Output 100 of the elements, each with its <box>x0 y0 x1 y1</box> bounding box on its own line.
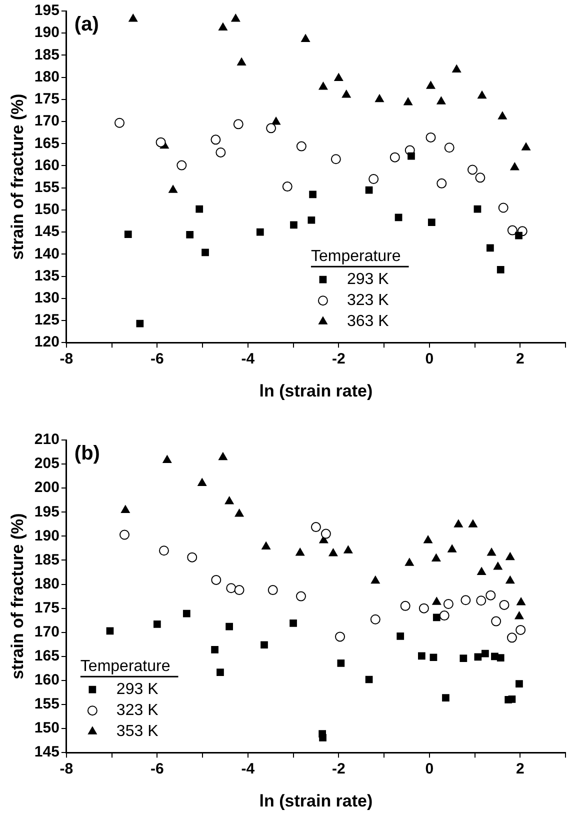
y-tick-label: 120 <box>34 334 60 351</box>
point <box>266 123 276 134</box>
point <box>510 162 520 170</box>
point <box>368 174 379 184</box>
x-tick-label: 2 <box>516 350 524 368</box>
point <box>231 14 240 22</box>
point <box>467 164 478 175</box>
point <box>198 478 206 486</box>
point <box>494 562 502 570</box>
legend-label: 363 K <box>346 313 390 330</box>
y-tick-label: 140 <box>34 245 60 262</box>
point <box>153 620 161 628</box>
point <box>478 90 486 99</box>
point <box>211 646 218 654</box>
y-tick-label: 135 <box>34 267 60 284</box>
point <box>218 452 228 460</box>
point <box>486 244 494 252</box>
point <box>496 266 504 274</box>
point <box>308 216 316 224</box>
y-tick-label: 190 <box>34 24 60 42</box>
x-tick-label: -6 <box>150 760 164 778</box>
point <box>516 598 526 606</box>
chart-title: (b) <box>74 442 100 465</box>
point <box>234 509 244 517</box>
x-tick-label: -8 <box>60 350 74 368</box>
point <box>371 576 380 584</box>
point <box>522 142 530 150</box>
point <box>301 34 310 42</box>
legend-label: 323 K <box>346 292 390 310</box>
point <box>158 546 169 556</box>
point <box>162 455 172 463</box>
y-tick-label: 200 <box>34 479 60 496</box>
x-axis-title: ln (strain rate) <box>259 381 373 400</box>
y-tick-label: 130 <box>34 290 60 307</box>
y-tick-label: 205 <box>34 455 60 472</box>
point <box>319 734 326 742</box>
point <box>432 554 441 562</box>
point <box>216 147 226 158</box>
legend-title: Temperature <box>310 248 401 266</box>
point <box>330 154 341 164</box>
point <box>496 654 504 662</box>
x-tick-label: -4 <box>241 350 256 368</box>
legend-label: 293 K <box>116 681 159 698</box>
point <box>448 544 456 552</box>
point <box>428 218 436 226</box>
point <box>290 620 297 627</box>
point <box>211 574 222 585</box>
point <box>515 232 522 240</box>
y-tick-label: 165 <box>34 648 60 665</box>
y-tick-label: 150 <box>34 201 60 218</box>
point <box>272 116 280 125</box>
point <box>370 614 380 624</box>
point <box>442 694 450 702</box>
point <box>506 632 517 643</box>
point <box>128 14 138 22</box>
y-tick-label: 125 <box>34 312 60 329</box>
point <box>498 112 507 120</box>
point <box>216 668 224 676</box>
point <box>224 496 234 504</box>
legend-label: 293 K <box>346 271 390 288</box>
point <box>296 591 306 602</box>
y-tick-label: 180 <box>34 68 60 86</box>
y-tick-label: 160 <box>34 156 60 174</box>
point <box>237 58 246 66</box>
y-tick-label: 185 <box>34 551 60 568</box>
point <box>260 641 268 649</box>
point <box>474 653 482 661</box>
y-tick-label: 145 <box>34 223 60 240</box>
y-tick-label: 155 <box>34 178 60 196</box>
point <box>176 160 187 170</box>
point <box>468 520 478 528</box>
point <box>262 542 270 550</box>
y-tick-label: 170 <box>34 112 60 130</box>
point <box>400 600 410 611</box>
point <box>334 73 344 81</box>
y-axis-title: strain of fracture (%) <box>8 513 27 680</box>
point <box>233 119 244 130</box>
point <box>405 558 414 566</box>
point <box>268 585 278 596</box>
y-tick-label: 195 <box>34 503 60 520</box>
y-tick-label: 190 <box>34 527 60 544</box>
x-tick-label: -4 <box>241 760 256 778</box>
chart-title: (a) <box>74 14 99 36</box>
point <box>310 522 321 532</box>
x-tick-label: -2 <box>332 350 346 368</box>
point <box>335 632 346 642</box>
point <box>491 616 502 626</box>
y-tick-label: 210 <box>34 431 60 448</box>
point <box>499 600 510 610</box>
point <box>474 205 482 213</box>
point <box>426 81 436 89</box>
point <box>443 598 454 609</box>
point <box>210 134 221 145</box>
point <box>506 552 515 560</box>
point <box>114 118 125 128</box>
y-tick-label: 170 <box>34 624 60 641</box>
point <box>196 205 204 213</box>
point <box>508 696 516 703</box>
x-tick-label: 0 <box>425 760 434 778</box>
point <box>256 228 264 236</box>
